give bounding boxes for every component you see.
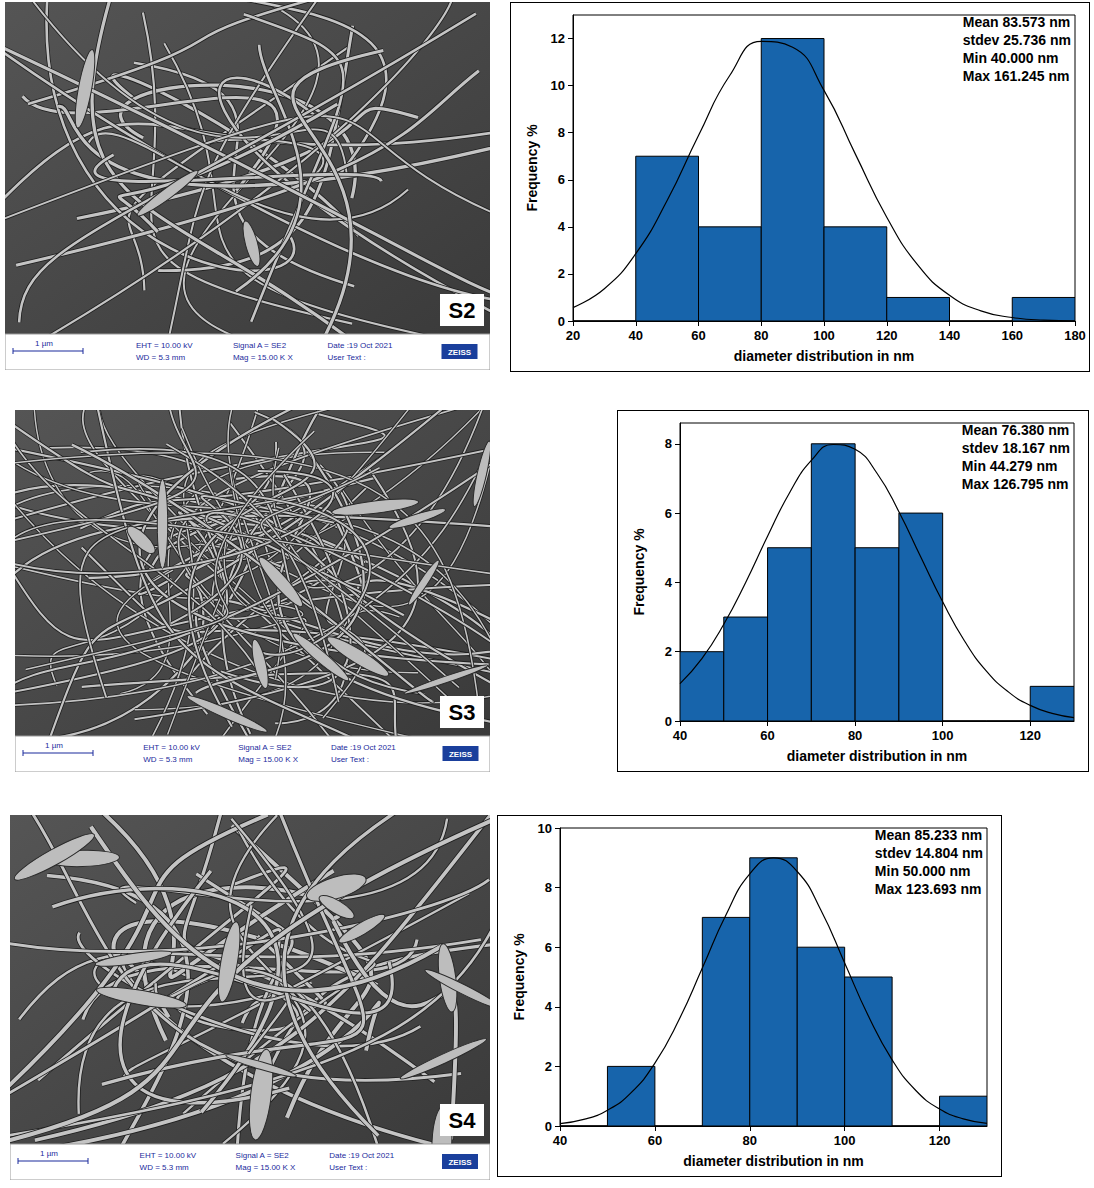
svg-text:Date :19 Oct 2021: Date :19 Oct 2021 <box>328 341 393 350</box>
svg-text:100: 100 <box>834 1133 856 1148</box>
svg-text:EHT = 10.00 kV: EHT = 10.00 kV <box>140 1151 197 1160</box>
svg-text:40: 40 <box>553 1133 567 1148</box>
svg-text:S4: S4 <box>449 1108 477 1133</box>
svg-text:60: 60 <box>760 728 774 743</box>
svg-text:User Text :: User Text : <box>329 1163 367 1172</box>
svg-text:Mean 85.233 nm: Mean 85.233 nm <box>875 827 982 843</box>
svg-text:0: 0 <box>545 1119 552 1134</box>
svg-text:10: 10 <box>551 78 565 93</box>
svg-text:ZEISS: ZEISS <box>448 1158 472 1167</box>
svg-text:40: 40 <box>629 328 643 343</box>
svg-text:40: 40 <box>673 728 687 743</box>
svg-text:6: 6 <box>545 940 552 955</box>
svg-text:80: 80 <box>743 1133 757 1148</box>
svg-text:diameter distribution in nm: diameter distribution in nm <box>683 1153 863 1169</box>
svg-text:stdev 25.736 nm: stdev 25.736 nm <box>963 32 1071 48</box>
svg-text:140: 140 <box>939 328 961 343</box>
svg-text:EHT = 10.00 kV: EHT = 10.00 kV <box>143 743 200 752</box>
svg-text:Signal A = SE2: Signal A = SE2 <box>233 341 287 350</box>
svg-text:Max 161.245 nm: Max 161.245 nm <box>963 68 1070 84</box>
svg-text:Frequency %: Frequency % <box>524 124 540 212</box>
svg-text:ZEISS: ZEISS <box>448 348 472 357</box>
svg-text:160: 160 <box>1001 328 1023 343</box>
svg-text:Signal A = SE2: Signal A = SE2 <box>238 743 292 752</box>
svg-text:WD = 5.3 mm: WD = 5.3 mm <box>140 1163 189 1172</box>
svg-text:120: 120 <box>1019 728 1041 743</box>
svg-text:Mag = 15.00 K X: Mag = 15.00 K X <box>238 755 298 764</box>
svg-text:Date :19 Oct 2021: Date :19 Oct 2021 <box>331 743 396 752</box>
svg-text:Mag = 15.00 K X: Mag = 15.00 K X <box>236 1163 296 1172</box>
svg-text:Frequency %: Frequency % <box>511 933 527 1021</box>
svg-text:Signal A = SE2: Signal A = SE2 <box>236 1151 290 1160</box>
svg-text:Min 40.000 nm: Min 40.000 nm <box>963 50 1059 66</box>
svg-text:8: 8 <box>545 880 552 895</box>
svg-text:diameter distribution in nm: diameter distribution in nm <box>787 748 967 764</box>
svg-text:80: 80 <box>848 728 862 743</box>
svg-text:60: 60 <box>648 1133 662 1148</box>
svg-text:Date :19 Oct 2021: Date :19 Oct 2021 <box>329 1151 394 1160</box>
svg-text:ZEISS: ZEISS <box>449 750 473 759</box>
svg-text:1 µm: 1 µm <box>45 741 63 750</box>
svg-text:Max 126.795 nm: Max 126.795 nm <box>962 476 1069 492</box>
svg-text:Min 50.000 nm: Min 50.000 nm <box>875 863 971 879</box>
svg-text:60: 60 <box>691 328 705 343</box>
svg-text:2: 2 <box>558 266 565 281</box>
svg-text:0: 0 <box>558 314 565 329</box>
svg-text:stdev 14.804 nm: stdev 14.804 nm <box>875 845 983 861</box>
svg-text:Mag = 15.00 K X: Mag = 15.00 K X <box>233 353 293 362</box>
svg-text:12: 12 <box>551 31 565 46</box>
svg-text:10: 10 <box>538 821 552 836</box>
svg-text:180: 180 <box>1064 328 1086 343</box>
svg-text:User Text :: User Text : <box>331 755 369 764</box>
svg-text:Mean 83.573 nm: Mean 83.573 nm <box>963 14 1070 30</box>
svg-text:120: 120 <box>876 328 898 343</box>
svg-text:8: 8 <box>665 436 672 451</box>
svg-text:6: 6 <box>665 506 672 521</box>
svg-text:1 µm: 1 µm <box>35 339 53 348</box>
svg-text:100: 100 <box>932 728 954 743</box>
svg-text:WD = 5.3 mm: WD = 5.3 mm <box>143 755 192 764</box>
svg-text:2: 2 <box>665 644 672 659</box>
svg-text:4: 4 <box>665 575 673 590</box>
svg-text:120: 120 <box>929 1133 951 1148</box>
svg-text:1 µm: 1 µm <box>40 1149 58 1158</box>
svg-text:0: 0 <box>665 714 672 729</box>
svg-text:S2: S2 <box>449 298 476 323</box>
svg-text:WD = 5.3 mm: WD = 5.3 mm <box>136 353 185 362</box>
svg-text:diameter distribution in nm: diameter distribution in nm <box>734 348 914 364</box>
svg-text:Mean 76.380 nm: Mean 76.380 nm <box>962 422 1069 438</box>
svg-text:20: 20 <box>566 328 580 343</box>
svg-text:80: 80 <box>754 328 768 343</box>
svg-text:8: 8 <box>558 125 565 140</box>
svg-text:EHT = 10.00 kV: EHT = 10.00 kV <box>136 341 193 350</box>
svg-text:Min 44.279 nm: Min 44.279 nm <box>962 458 1058 474</box>
svg-text:4: 4 <box>558 219 566 234</box>
svg-text:100: 100 <box>813 328 835 343</box>
svg-text:User Text :: User Text : <box>328 353 366 362</box>
svg-text:Frequency %: Frequency % <box>631 528 647 616</box>
svg-text:Max 123.693 nm: Max 123.693 nm <box>875 881 982 897</box>
svg-text:stdev 18.167 nm: stdev 18.167 nm <box>962 440 1070 456</box>
svg-text:S3: S3 <box>449 700 476 725</box>
svg-text:2: 2 <box>545 1059 552 1074</box>
svg-text:6: 6 <box>558 172 565 187</box>
svg-text:4: 4 <box>545 999 553 1014</box>
